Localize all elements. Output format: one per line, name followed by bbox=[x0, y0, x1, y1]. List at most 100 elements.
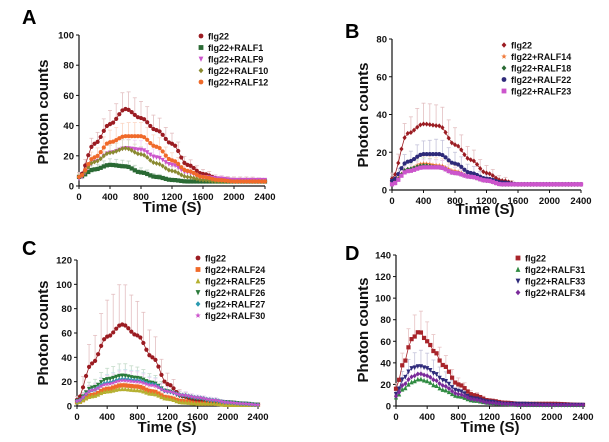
data-point bbox=[89, 144, 94, 149]
data-point bbox=[86, 394, 92, 399]
data-point bbox=[531, 182, 536, 187]
data-point bbox=[412, 378, 417, 384]
data-point bbox=[437, 381, 442, 387]
x-axis-title: Time (S) bbox=[461, 419, 520, 436]
legend-marker bbox=[195, 278, 201, 284]
data-point bbox=[194, 179, 199, 184]
legend-marker bbox=[195, 301, 201, 307]
data-point bbox=[255, 402, 261, 407]
y-tick-label: 80 bbox=[63, 61, 74, 72]
data-point bbox=[228, 179, 233, 184]
x-tick-label: 0 bbox=[76, 192, 81, 203]
data-point bbox=[440, 383, 445, 389]
data-point bbox=[142, 170, 147, 175]
legend-marker bbox=[515, 255, 521, 261]
x-tick-label: 1200 bbox=[476, 196, 497, 207]
data-point bbox=[537, 402, 542, 408]
data-point bbox=[415, 376, 420, 382]
data-point bbox=[101, 128, 106, 133]
data-point bbox=[169, 162, 175, 168]
data-point bbox=[465, 170, 470, 175]
data-point bbox=[171, 390, 177, 395]
data-point bbox=[126, 386, 131, 392]
data-point bbox=[173, 159, 178, 164]
data-point bbox=[456, 143, 461, 149]
data-point bbox=[182, 160, 187, 165]
data-point bbox=[396, 171, 401, 177]
data-point bbox=[137, 379, 143, 385]
data-point bbox=[150, 391, 155, 396]
data-point bbox=[565, 402, 570, 408]
data-point bbox=[145, 120, 150, 125]
data-point bbox=[534, 182, 539, 187]
data-point bbox=[465, 174, 470, 179]
data-point bbox=[74, 398, 80, 404]
data-point bbox=[99, 380, 104, 385]
data-point bbox=[104, 381, 110, 387]
data-point bbox=[408, 168, 413, 173]
data-point bbox=[111, 149, 116, 155]
data-point bbox=[173, 143, 178, 148]
data-point bbox=[138, 335, 143, 340]
data-point bbox=[453, 387, 458, 393]
x-tick-label: 1600 bbox=[192, 192, 213, 203]
data-point bbox=[145, 171, 150, 177]
data-point bbox=[440, 165, 445, 170]
data-point bbox=[150, 355, 155, 360]
data-point bbox=[424, 152, 429, 157]
data-point bbox=[204, 400, 209, 406]
data-point bbox=[169, 168, 175, 174]
data-point bbox=[490, 400, 495, 406]
data-point bbox=[415, 364, 420, 369]
data-point bbox=[125, 378, 131, 383]
legend-marker bbox=[515, 266, 521, 272]
data-point bbox=[400, 383, 405, 389]
data-point bbox=[406, 376, 411, 382]
data-point bbox=[160, 149, 165, 154]
data-point bbox=[253, 179, 258, 184]
data-point bbox=[459, 164, 464, 169]
x-tick-label: 0 bbox=[74, 412, 79, 423]
data-point bbox=[562, 402, 567, 408]
y-tick-label: 20 bbox=[376, 148, 387, 159]
x-axis-title: Time (S) bbox=[143, 199, 202, 216]
data-point bbox=[191, 170, 196, 176]
data-point bbox=[540, 402, 545, 408]
data-point bbox=[421, 335, 427, 341]
data-point bbox=[465, 389, 470, 394]
data-point bbox=[101, 145, 106, 150]
data-point bbox=[159, 372, 164, 377]
data-point bbox=[168, 396, 173, 402]
data-point bbox=[468, 170, 473, 176]
data-point bbox=[256, 179, 261, 184]
data-point bbox=[213, 397, 219, 403]
data-point bbox=[111, 385, 116, 390]
legend-marker bbox=[195, 267, 201, 272]
data-point bbox=[219, 178, 224, 183]
data-point bbox=[421, 377, 427, 383]
data-point bbox=[238, 179, 243, 184]
data-point bbox=[92, 167, 97, 172]
data-point bbox=[110, 380, 116, 385]
data-point bbox=[169, 177, 175, 183]
data-point bbox=[459, 389, 464, 395]
data-point bbox=[424, 121, 429, 127]
data-point bbox=[138, 147, 144, 153]
y-axis-title: Photon counts bbox=[35, 281, 52, 386]
data-point bbox=[459, 392, 464, 398]
data-point bbox=[247, 179, 252, 184]
panel-b: B 0 400 800 1200 1600 2000 2400 0 20 40 60 80 Time (S… bbox=[345, 21, 592, 218]
data-point bbox=[99, 390, 104, 396]
data-point bbox=[522, 182, 527, 187]
data-point bbox=[195, 400, 200, 406]
data-point bbox=[186, 400, 191, 405]
legend-label: flg22+RALF9 bbox=[208, 54, 263, 64]
data-point bbox=[116, 378, 122, 383]
data-point bbox=[456, 388, 461, 394]
data-point bbox=[176, 170, 181, 176]
data-point bbox=[157, 145, 162, 151]
data-point bbox=[411, 167, 417, 172]
